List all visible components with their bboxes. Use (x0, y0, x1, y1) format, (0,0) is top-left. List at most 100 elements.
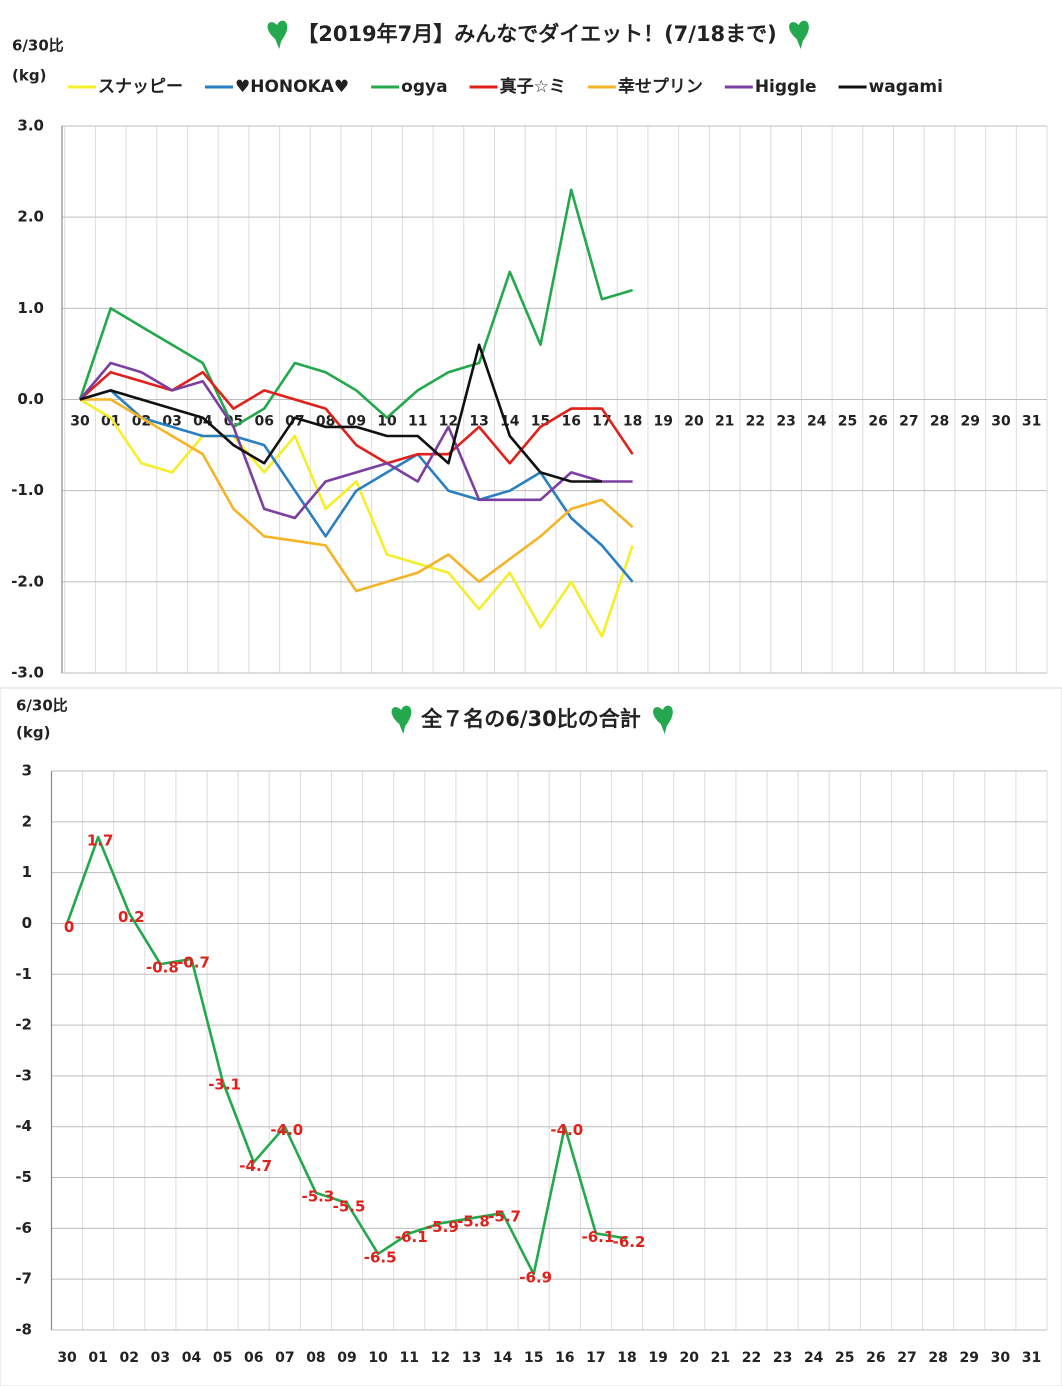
y-tick-label: -1 (15, 965, 32, 983)
y-tick-label: 3.0 (17, 117, 44, 135)
x-tick-label: 11 (400, 1350, 419, 1366)
data-label: -6.1 (582, 1228, 615, 1246)
x-tick-label: 26 (868, 414, 887, 430)
y-tick-label: -6 (15, 1219, 32, 1237)
legend-label: 幸せプリン (618, 76, 703, 97)
x-tick-label: 08 (306, 1350, 325, 1366)
x-tick-label: 18 (617, 1350, 636, 1366)
series-line (80, 398, 634, 593)
x-tick-label: 25 (835, 1350, 854, 1366)
y-tick-label: 0 (22, 914, 32, 932)
x-tick-label: 27 (899, 414, 918, 430)
x-tick-label: 06 (244, 1350, 263, 1366)
legend-label: スナッピー (98, 77, 183, 97)
data-label: -0.7 (177, 954, 210, 972)
x-tick-label: 02 (120, 1350, 139, 1366)
data-label: -5.3 (302, 1187, 335, 1205)
x-tick-label: 22 (742, 1350, 761, 1366)
x-tick-label: 12 (431, 1350, 450, 1366)
x-tick-label: 25 (838, 414, 857, 430)
x-tick-label: 18 (623, 414, 642, 430)
y-tick-label: -4 (15, 1117, 32, 1135)
data-label: 1.7 (87, 832, 114, 850)
data-label: -5.8 (457, 1213, 490, 1231)
x-tick-label: 28 (930, 414, 949, 430)
legend-label: ♥HONOKA♥ (235, 77, 349, 97)
x-tick-label: 19 (654, 414, 673, 430)
x-tick-label: 03 (151, 1350, 170, 1366)
x-tick-label: 15 (524, 1350, 543, 1366)
legend-label: ogya (401, 77, 447, 97)
x-tick-label: 22 (746, 414, 765, 430)
y-tick-label: -2.0 (11, 572, 44, 590)
x-tick-label: 17 (592, 414, 611, 430)
y-tick-label: -2 (15, 1016, 32, 1034)
heart-leaf (789, 20, 809, 49)
x-tick-label: 31 (1022, 414, 1041, 430)
x-tick-label: 23 (773, 1350, 792, 1366)
legend-label: Higgle (755, 77, 817, 97)
x-tick-label: 12 (439, 414, 458, 430)
data-label: -6.1 (395, 1228, 428, 1246)
x-tick-label: 30 (57, 1350, 77, 1366)
series-line (65, 835, 628, 1276)
x-tick-label: 05 (213, 1350, 232, 1366)
y-axis-label: (kg) (16, 724, 50, 742)
heart-leaf (653, 705, 673, 734)
x-tick-label: 24 (807, 414, 827, 430)
legend-label: wagami (869, 77, 943, 97)
x-tick-label: 02 (132, 414, 151, 430)
x-tick-label: 23 (776, 414, 795, 430)
series-line (79, 343, 602, 483)
x-tick-label: 29 (961, 414, 980, 430)
data-label: -5.7 (488, 1208, 521, 1226)
data-label: -0.8 (146, 959, 179, 977)
series-line (79, 398, 634, 638)
heart-icon (653, 705, 673, 734)
heart-icon (789, 20, 809, 49)
x-tick-label: 19 (648, 1350, 667, 1366)
y-tick-label: -3.0 (11, 664, 44, 682)
data-label: -6.2 (613, 1233, 646, 1251)
heart-icon (391, 705, 412, 734)
y-tick-label: 2.0 (17, 208, 44, 226)
x-tick-label: 30 (991, 414, 1011, 430)
x-tick-label: 29 (959, 1350, 978, 1366)
y-tick-label: 0.0 (17, 390, 44, 408)
heart-leaf (391, 705, 412, 734)
x-tick-label: 31 (1022, 1350, 1041, 1366)
chart-title: 【2019年7月】みんなでダイエット！(7/18まで) (297, 22, 777, 46)
chart-panel (0, 0, 1062, 685)
x-tick-label: 21 (711, 1350, 730, 1366)
x-tick-label: 21 (715, 414, 734, 430)
x-tick-label: 14 (493, 1350, 513, 1366)
y-tick-label: 1 (22, 863, 32, 881)
y-tick-label: -3 (15, 1066, 32, 1084)
y-tick-label: -1.0 (11, 481, 44, 499)
x-tick-label: 01 (88, 1350, 107, 1366)
y-tick-label: -8 (15, 1321, 32, 1339)
heart-icon (267, 20, 288, 49)
data-label: 0 (64, 918, 74, 936)
x-tick-label: 20 (684, 414, 704, 430)
x-tick-label: 16 (561, 414, 580, 430)
x-tick-label: 13 (469, 414, 488, 430)
series-line (78, 188, 633, 429)
x-tick-label: 20 (680, 1350, 700, 1366)
x-tick-label: 30 (70, 414, 90, 430)
x-tick-label: 17 (586, 1350, 605, 1366)
x-tick-label: 28 (928, 1350, 947, 1366)
data-label: -6.9 (519, 1269, 552, 1287)
x-tick-label: 10 (377, 414, 397, 430)
x-tick-label: 27 (897, 1350, 916, 1366)
data-label: -5.9 (426, 1218, 459, 1236)
x-tick-label: 11 (408, 414, 427, 430)
x-tick-label: 09 (337, 1350, 356, 1366)
data-label: -4.0 (270, 1121, 303, 1139)
y-axis-label: 6/30比 (12, 37, 64, 55)
data-label: 0.2 (118, 908, 145, 926)
x-tick-label: 07 (275, 1350, 294, 1366)
heart-leaf (267, 20, 288, 49)
x-tick-label: 04 (182, 1350, 202, 1366)
data-label: -4.0 (550, 1121, 583, 1139)
